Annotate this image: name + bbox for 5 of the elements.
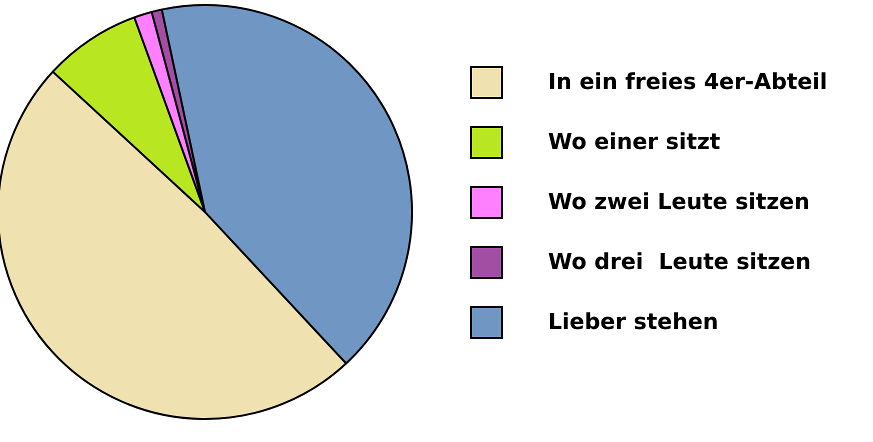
legend-label: Lieber stehen [548,310,718,334]
legend-label: Wo zwei Leute sitzen [548,190,810,214]
legend-label: Wo einer sitzt [548,130,720,154]
legend-label: In ein freies 4er-Abteil [548,70,828,94]
legend-label: Wo drei Leute sitzen [548,250,811,274]
